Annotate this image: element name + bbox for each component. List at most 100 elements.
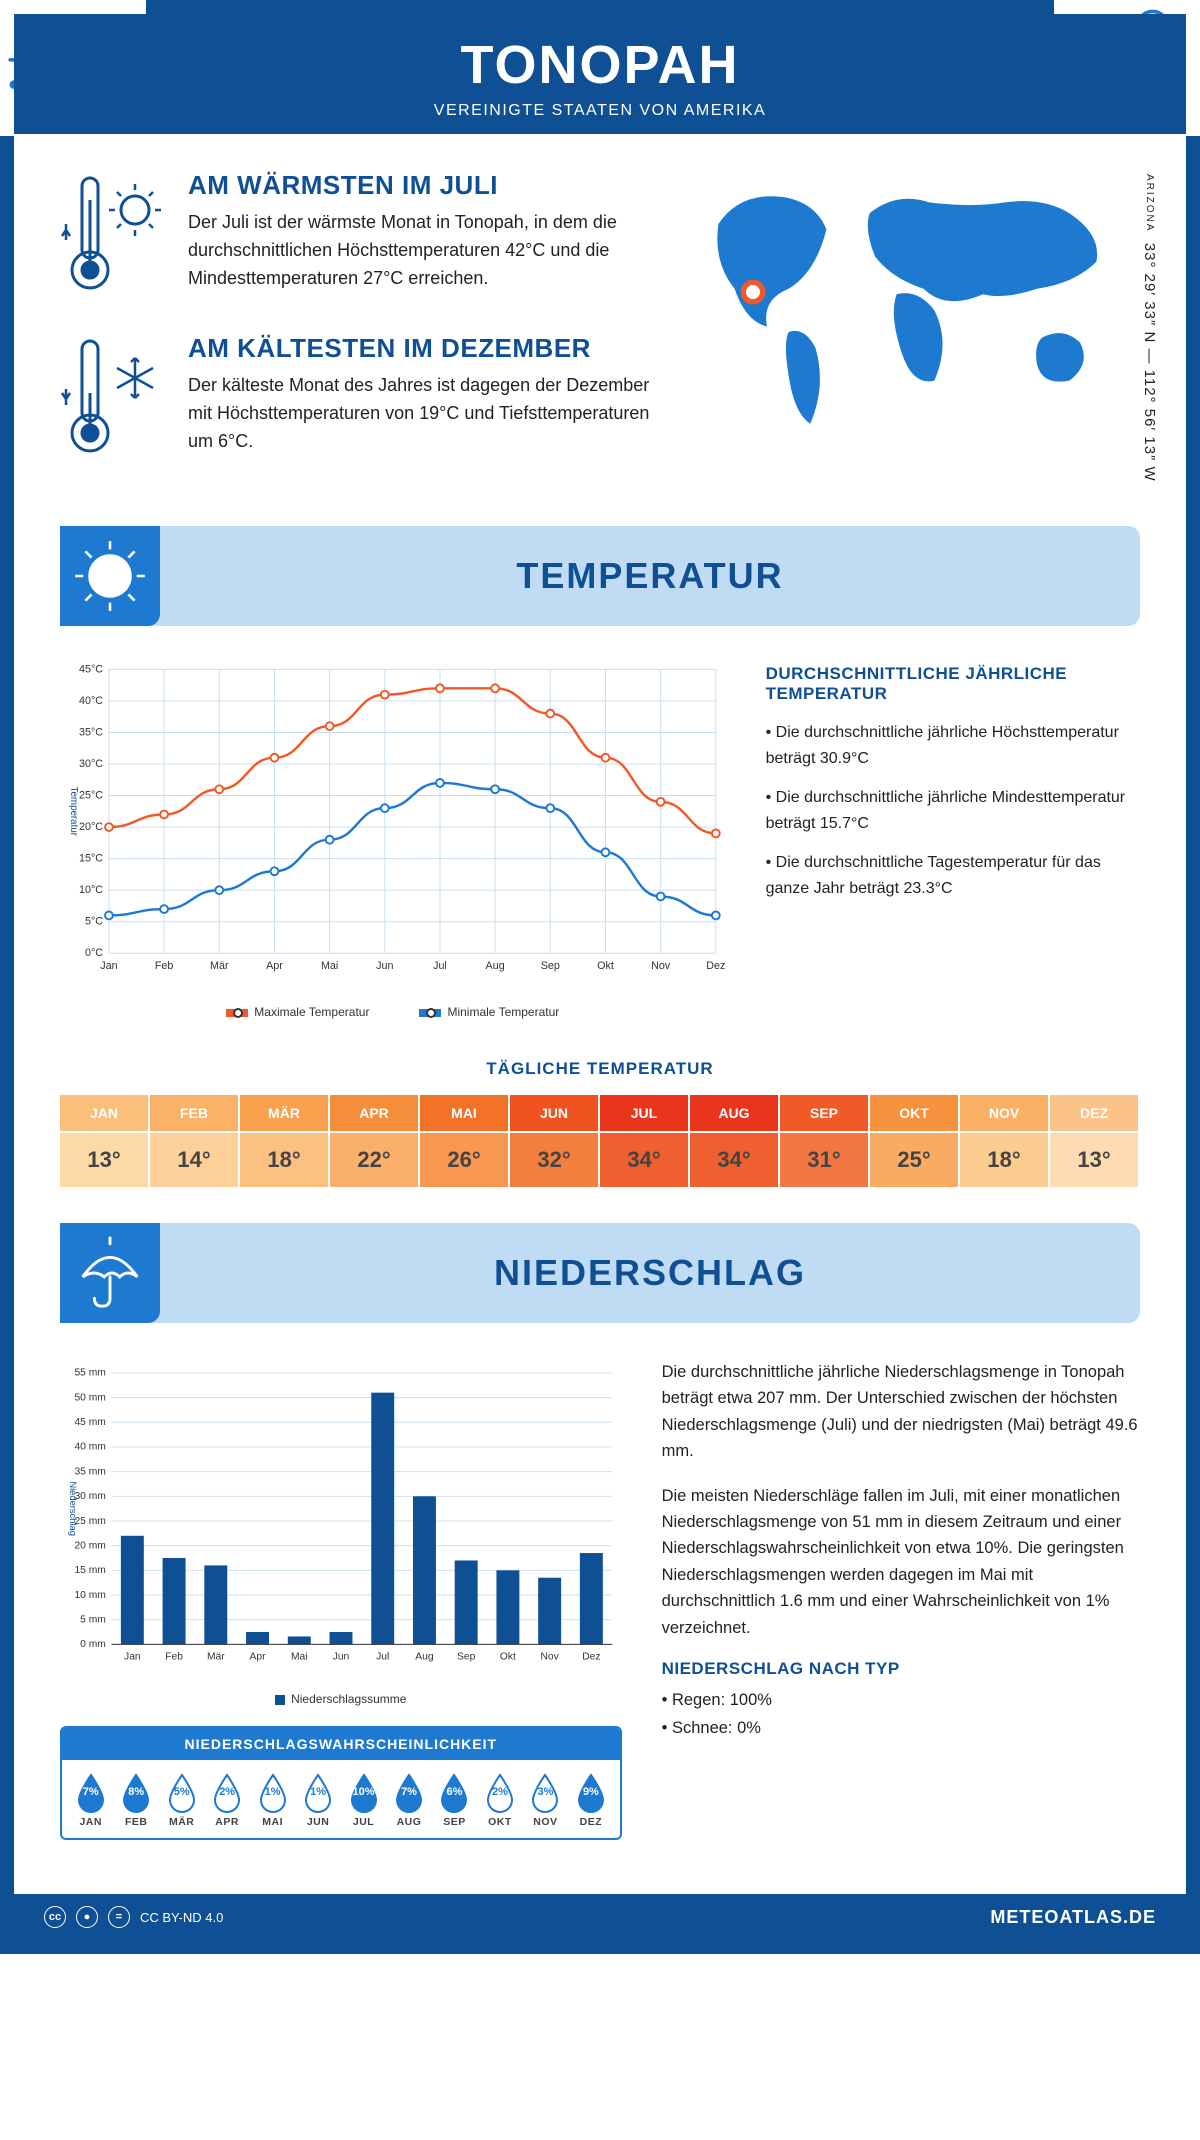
heat-value: 13°	[1050, 1133, 1140, 1187]
svg-text:Aug: Aug	[415, 1651, 434, 1662]
svg-text:Sep: Sep	[457, 1651, 476, 1662]
svg-text:Aug: Aug	[486, 960, 505, 972]
heat-value: 32°	[510, 1133, 600, 1187]
precip-p2: Die meisten Niederschläge fallen im Juli…	[662, 1483, 1140, 1641]
svg-text:50 mm: 50 mm	[74, 1392, 105, 1403]
svg-text:15°C: 15°C	[79, 853, 103, 865]
svg-text:10 mm: 10 mm	[74, 1590, 105, 1601]
precip-type-title: NIEDERSCHLAG NACH TYP	[662, 1659, 1140, 1679]
svg-text:Mär: Mär	[207, 1651, 225, 1662]
heat-value: 25°	[870, 1133, 960, 1187]
prob-drop: 3% NOV	[523, 1772, 568, 1828]
heat-table-values: 13°14°18°22°26°32°34°34°31°25°18°13°	[60, 1131, 1140, 1187]
svg-text:Nov: Nov	[540, 1651, 559, 1662]
svg-text:Feb: Feb	[155, 960, 174, 972]
daily-temp-title: TÄGLICHE TEMPERATUR	[14, 1059, 1186, 1079]
precip-probability-box: NIEDERSCHLAGSWAHRSCHEINLICHKEIT 7% JAN 8…	[60, 1726, 622, 1840]
heat-month: NOV	[960, 1095, 1050, 1131]
svg-text:45°C: 45°C	[79, 663, 103, 675]
svg-text:5°C: 5°C	[85, 916, 103, 928]
thermometer-snow-icon	[60, 333, 170, 468]
heat-month: SEP	[780, 1095, 870, 1131]
heat-value: 18°	[960, 1133, 1050, 1187]
prob-drop: 2% OKT	[477, 1772, 522, 1828]
svg-text:Niederschlag: Niederschlag	[68, 1481, 78, 1536]
umbrella-icon	[60, 1223, 160, 1323]
svg-text:Mär: Mär	[210, 960, 229, 972]
svg-text:10°C: 10°C	[79, 884, 103, 896]
precip-type-b1: • Regen: 100%	[662, 1687, 1140, 1713]
fact-warm-title: AM WÄRMSTEN IM JULI	[188, 170, 656, 201]
svg-text:55 mm: 55 mm	[74, 1368, 105, 1379]
svg-text:35°C: 35°C	[79, 726, 103, 738]
banner-precip-title: NIEDERSCHLAG	[160, 1252, 1140, 1294]
svg-text:Jul: Jul	[376, 1651, 389, 1662]
heat-month: JUN	[510, 1095, 600, 1131]
svg-text:0°C: 0°C	[85, 947, 103, 959]
svg-text:Apr: Apr	[266, 960, 283, 972]
svg-text:Jan: Jan	[124, 1651, 141, 1662]
thermometer-sun-icon	[60, 170, 170, 305]
legend-hi: Maximale Temperatur	[226, 1005, 369, 1019]
svg-text:30 mm: 30 mm	[74, 1491, 105, 1502]
temp-info-b2: • Die durchschnittliche jährliche Mindes…	[766, 785, 1140, 836]
license-text: CC BY-ND 4.0	[140, 1910, 223, 1925]
banner-niederschlag: NIEDERSCHLAG	[60, 1223, 1140, 1323]
heat-month: AUG	[690, 1095, 780, 1131]
svg-text:Temperatur: Temperatur	[68, 787, 79, 837]
prob-drop: 9% DEZ	[568, 1772, 613, 1828]
heat-value: 13°	[60, 1133, 150, 1187]
heat-value: 31°	[780, 1133, 870, 1187]
fact-coldest: AM KÄLTESTEN IM DEZEMBER Der kälteste Mo…	[60, 333, 656, 468]
prob-drop: 8% FEB	[113, 1772, 158, 1828]
svg-text:15 mm: 15 mm	[74, 1565, 105, 1576]
svg-text:0 mm: 0 mm	[80, 1639, 106, 1650]
heat-value: 26°	[420, 1133, 510, 1187]
heat-value: 34°	[690, 1133, 780, 1187]
nd-icon: =	[108, 1906, 130, 1928]
page-subtitle: VEREINIGTE STAATEN VON AMERIKA	[14, 102, 1186, 120]
svg-text:30°C: 30°C	[79, 758, 103, 770]
svg-text:Apr: Apr	[250, 1651, 267, 1662]
svg-text:Jun: Jun	[333, 1651, 350, 1662]
svg-text:20°C: 20°C	[79, 821, 103, 833]
prob-drop: 6% SEP	[432, 1772, 477, 1828]
legend-lo: Minimale Temperatur	[419, 1005, 559, 1019]
precip-p1: Die durchschnittliche jährliche Niedersc…	[662, 1359, 1140, 1465]
prob-title: NIEDERSCHLAGSWAHRSCHEINLICHKEIT	[62, 1728, 620, 1760]
temp-info-title: DURCHSCHNITTLICHE JÄHRLICHE TEMPERATUR	[766, 664, 1140, 704]
svg-text:Jan: Jan	[100, 960, 117, 972]
prob-drop: 1% MAI	[250, 1772, 295, 1828]
fact-warmest: AM WÄRMSTEN IM JULI Der Juli ist der wär…	[60, 170, 656, 305]
svg-text:Okt: Okt	[500, 1651, 516, 1662]
svg-text:Mai: Mai	[321, 960, 338, 972]
heat-value: 22°	[330, 1133, 420, 1187]
site-name: METEOATLAS.DE	[990, 1907, 1156, 1928]
svg-text:5 mm: 5 mm	[80, 1614, 106, 1625]
prob-drop: 2% APR	[204, 1772, 249, 1828]
heat-table-months: JANFEBMÄRAPRMAIJUNJULAUGSEPOKTNOVDEZ	[60, 1093, 1140, 1131]
svg-text:40 mm: 40 mm	[74, 1442, 105, 1453]
banner-temp-title: TEMPERATUR	[160, 555, 1140, 597]
svg-text:Dez: Dez	[582, 1651, 600, 1662]
cc-icon: cc	[44, 1906, 66, 1928]
prob-drop: 7% AUG	[386, 1772, 431, 1828]
precip-type-b2: • Schnee: 0%	[662, 1715, 1140, 1741]
temp-info-b3: • Die durchschnittliche Tagestemperatur …	[766, 850, 1140, 901]
prob-drop: 10% JUL	[341, 1772, 386, 1828]
heat-month: MAI	[420, 1095, 510, 1131]
svg-text:Okt: Okt	[597, 960, 614, 972]
sun-icon	[60, 526, 160, 626]
heat-value: 34°	[600, 1133, 690, 1187]
svg-text:40°C: 40°C	[79, 695, 103, 707]
world-map: ARIZONA 33° 29′ 33″ N — 112° 56′ 13″ W	[686, 170, 1140, 496]
svg-text:45 mm: 45 mm	[74, 1417, 105, 1428]
page-title: TONOPAH	[14, 34, 1186, 96]
header: TONOPAH VEREINIGTE STAATEN VON AMERIKA	[14, 14, 1186, 134]
svg-text:Nov: Nov	[651, 960, 671, 972]
svg-text:Dez: Dez	[706, 960, 725, 972]
fact-warm-text: Der Juli ist der wärmste Monat in Tonopa…	[188, 209, 656, 293]
heat-value: 14°	[150, 1133, 240, 1187]
heat-month: APR	[330, 1095, 420, 1131]
banner-temperatur: TEMPERATUR	[60, 526, 1140, 626]
